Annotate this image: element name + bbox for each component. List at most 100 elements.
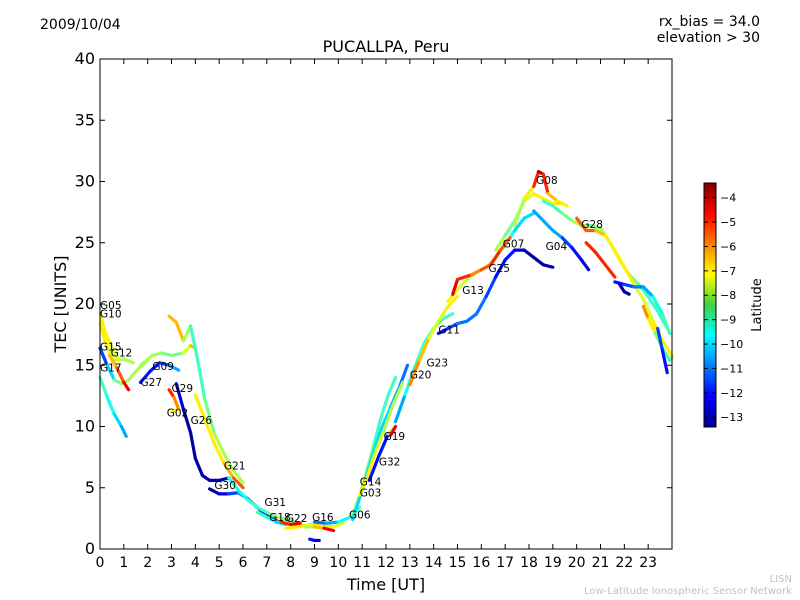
sat-label-g03: G03 xyxy=(360,487,382,499)
series-segment xyxy=(479,263,493,272)
series-segment xyxy=(217,476,231,482)
series-segment xyxy=(105,346,116,362)
series-segment xyxy=(227,476,240,492)
sat-label-g23: G23 xyxy=(427,357,449,369)
series-segment xyxy=(541,199,555,208)
series-segment xyxy=(103,329,114,350)
series-segment xyxy=(255,505,269,514)
satellite-labels: G17G15G12G05G10G27G09G29G02G26G21G30G31G… xyxy=(100,175,603,525)
series-segment xyxy=(231,476,245,490)
x-tick-label: 5 xyxy=(215,555,224,571)
series-segment xyxy=(603,233,617,252)
sat-label-g21: G21 xyxy=(224,460,246,472)
credit: LISN Low-Latitude Ionospheric Sensor Net… xyxy=(584,574,792,598)
series-segment xyxy=(660,312,672,335)
rx-bias-label: rx_bias = 34.0 xyxy=(658,14,760,30)
series-segment xyxy=(579,258,591,272)
series-segment xyxy=(622,282,636,289)
x-tick-label: 16 xyxy=(472,555,490,571)
sat-label-g22: G22 xyxy=(286,513,308,525)
params-label: rx_bias = 34.0 elevation > 30 xyxy=(657,14,760,46)
series-segment xyxy=(532,209,545,223)
sat-label-g07: G07 xyxy=(503,239,525,251)
x-tick-label: 15 xyxy=(449,555,467,571)
series-segment xyxy=(181,324,193,343)
sat-label-g19: G19 xyxy=(384,431,406,443)
y-axis-label: TEC [UNITS] xyxy=(51,256,70,354)
series-segment xyxy=(255,510,269,519)
series-g28g xyxy=(656,326,669,375)
sat-label-g11: G11 xyxy=(438,324,460,336)
series-segment xyxy=(227,491,240,496)
sat-label-g04: G04 xyxy=(546,241,568,253)
x-tick-label: 6 xyxy=(239,555,248,571)
series-segment xyxy=(193,393,207,421)
series-segment xyxy=(236,488,250,502)
sat-label-g17: G17 xyxy=(100,362,122,374)
series-g28c xyxy=(584,241,617,279)
series-segment xyxy=(594,228,607,237)
series-segment xyxy=(541,172,550,196)
sat-label-g16: G16 xyxy=(312,512,334,524)
series-segment xyxy=(522,184,536,201)
series-segment xyxy=(589,224,603,230)
series-segment xyxy=(465,312,479,323)
series-segment xyxy=(532,255,545,267)
series-segment xyxy=(169,407,181,414)
series-segment xyxy=(660,339,674,358)
x-tick-label: 2 xyxy=(143,555,152,571)
sat-label-g32: G32 xyxy=(379,457,401,469)
series-g31 xyxy=(227,476,298,524)
series-segment xyxy=(138,369,152,384)
y-tick-label: 25 xyxy=(75,233,95,252)
series-segment xyxy=(503,219,517,237)
series-segment xyxy=(222,451,236,473)
series-segment xyxy=(312,525,326,530)
series-segment xyxy=(336,515,352,524)
series-segment xyxy=(372,415,383,446)
sat-label-g02: G02 xyxy=(167,408,189,420)
series-g15 xyxy=(98,322,135,365)
series-segment xyxy=(551,228,564,240)
series-g02 xyxy=(174,382,231,482)
series-g21 xyxy=(193,393,245,490)
series-segment xyxy=(203,397,216,436)
colorbar-ticks: −4 −5 −6 −7 −8 −9 −10 −11 −12 −13 xyxy=(704,192,743,424)
sat-label-g28: G28 xyxy=(581,219,603,231)
series-g07 xyxy=(494,192,564,252)
sat-label-g05: G05 xyxy=(100,300,122,312)
series-segment xyxy=(408,358,421,387)
series-segment xyxy=(172,395,181,411)
x-tick-label: 11 xyxy=(353,555,371,571)
series-segment xyxy=(370,427,383,460)
series-segment xyxy=(331,521,345,529)
series-segment xyxy=(231,469,245,485)
sat-label-g27: G27 xyxy=(141,377,163,389)
y-tick-label: 35 xyxy=(75,110,95,129)
series-segment xyxy=(212,432,226,456)
series-g10 xyxy=(98,375,128,438)
y-tick-label: 15 xyxy=(75,355,95,374)
series-segment xyxy=(489,248,502,267)
series-segment xyxy=(532,192,545,201)
sat-label-g29: G29 xyxy=(172,383,194,395)
series-segment xyxy=(560,236,574,250)
series-segment xyxy=(522,192,536,203)
x-tick-label: 19 xyxy=(544,555,562,571)
series-segment xyxy=(105,363,116,382)
series-segment xyxy=(613,248,626,269)
series-segment xyxy=(455,319,469,326)
series-segment xyxy=(119,424,128,438)
colorbar-tick-label: −5 xyxy=(720,216,736,229)
series-segment xyxy=(188,431,197,460)
series-segment xyxy=(651,295,665,316)
series-segment xyxy=(641,297,655,323)
series-segment xyxy=(98,346,109,367)
series-segment xyxy=(446,295,460,309)
series-segment xyxy=(470,268,483,277)
axes: 0 1 2 3 4 5 6 7 8 9 10 11 12 13 14 15 16 17 18 19 20 21 22 2305… xyxy=(75,49,672,571)
series-segment xyxy=(188,324,200,362)
series-segment xyxy=(436,326,450,335)
series-segment xyxy=(289,521,302,527)
series-segment xyxy=(279,520,293,527)
